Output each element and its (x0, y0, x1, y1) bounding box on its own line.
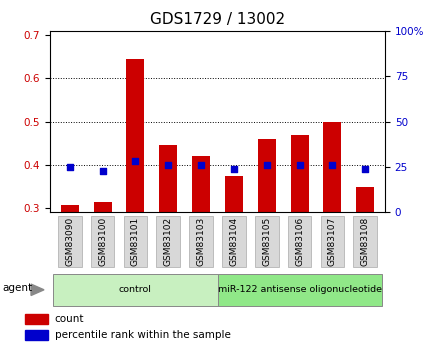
Text: GSM83108: GSM83108 (360, 217, 369, 266)
Text: control: control (118, 285, 151, 294)
Bar (61, 205, 79, 212)
FancyBboxPatch shape (287, 216, 311, 267)
Text: GSM83101: GSM83101 (131, 217, 140, 266)
Text: GSM83104: GSM83104 (229, 217, 238, 266)
Point (296, 162, 302, 168)
Point (328, 162, 335, 168)
Point (99, 168, 106, 173)
Text: agent: agent (3, 283, 33, 293)
Bar (25, 330, 48, 340)
FancyBboxPatch shape (320, 216, 343, 267)
Text: GSM83102: GSM83102 (163, 217, 172, 266)
Text: GSM83100: GSM83100 (98, 217, 107, 266)
FancyBboxPatch shape (123, 216, 147, 267)
FancyBboxPatch shape (353, 216, 376, 267)
Text: GSM83105: GSM83105 (262, 217, 271, 266)
Point (263, 162, 270, 168)
Point (164, 162, 171, 168)
Text: GDS1729 / 13002: GDS1729 / 13002 (150, 12, 284, 27)
Text: percentile rank within the sample: percentile rank within the sample (55, 330, 230, 340)
FancyBboxPatch shape (254, 216, 278, 267)
Bar (322, 121, 341, 212)
Text: GSM83103: GSM83103 (196, 217, 205, 266)
Text: miR-122 antisense oligonucleotide: miR-122 antisense oligonucleotide (217, 285, 381, 294)
Point (361, 166, 368, 171)
FancyBboxPatch shape (189, 216, 212, 267)
Point (197, 162, 204, 168)
FancyBboxPatch shape (222, 216, 245, 267)
Bar (126, 59, 144, 212)
FancyBboxPatch shape (217, 274, 381, 306)
Point (66, 164, 73, 170)
Bar (25, 314, 48, 324)
Polygon shape (31, 284, 44, 295)
FancyBboxPatch shape (53, 274, 217, 306)
Bar (93, 202, 112, 212)
Text: GSM83090: GSM83090 (65, 217, 74, 266)
Point (230, 166, 237, 171)
Text: GSM83107: GSM83107 (327, 217, 336, 266)
Bar (355, 187, 373, 212)
FancyBboxPatch shape (156, 216, 180, 267)
FancyBboxPatch shape (91, 216, 114, 267)
Bar (191, 156, 210, 212)
Bar (257, 139, 275, 212)
Bar (224, 176, 243, 212)
Text: count: count (55, 314, 84, 324)
Bar (290, 135, 308, 212)
Point (132, 159, 138, 164)
Text: GSM83106: GSM83106 (294, 217, 303, 266)
Bar (159, 145, 177, 212)
FancyBboxPatch shape (58, 216, 81, 267)
